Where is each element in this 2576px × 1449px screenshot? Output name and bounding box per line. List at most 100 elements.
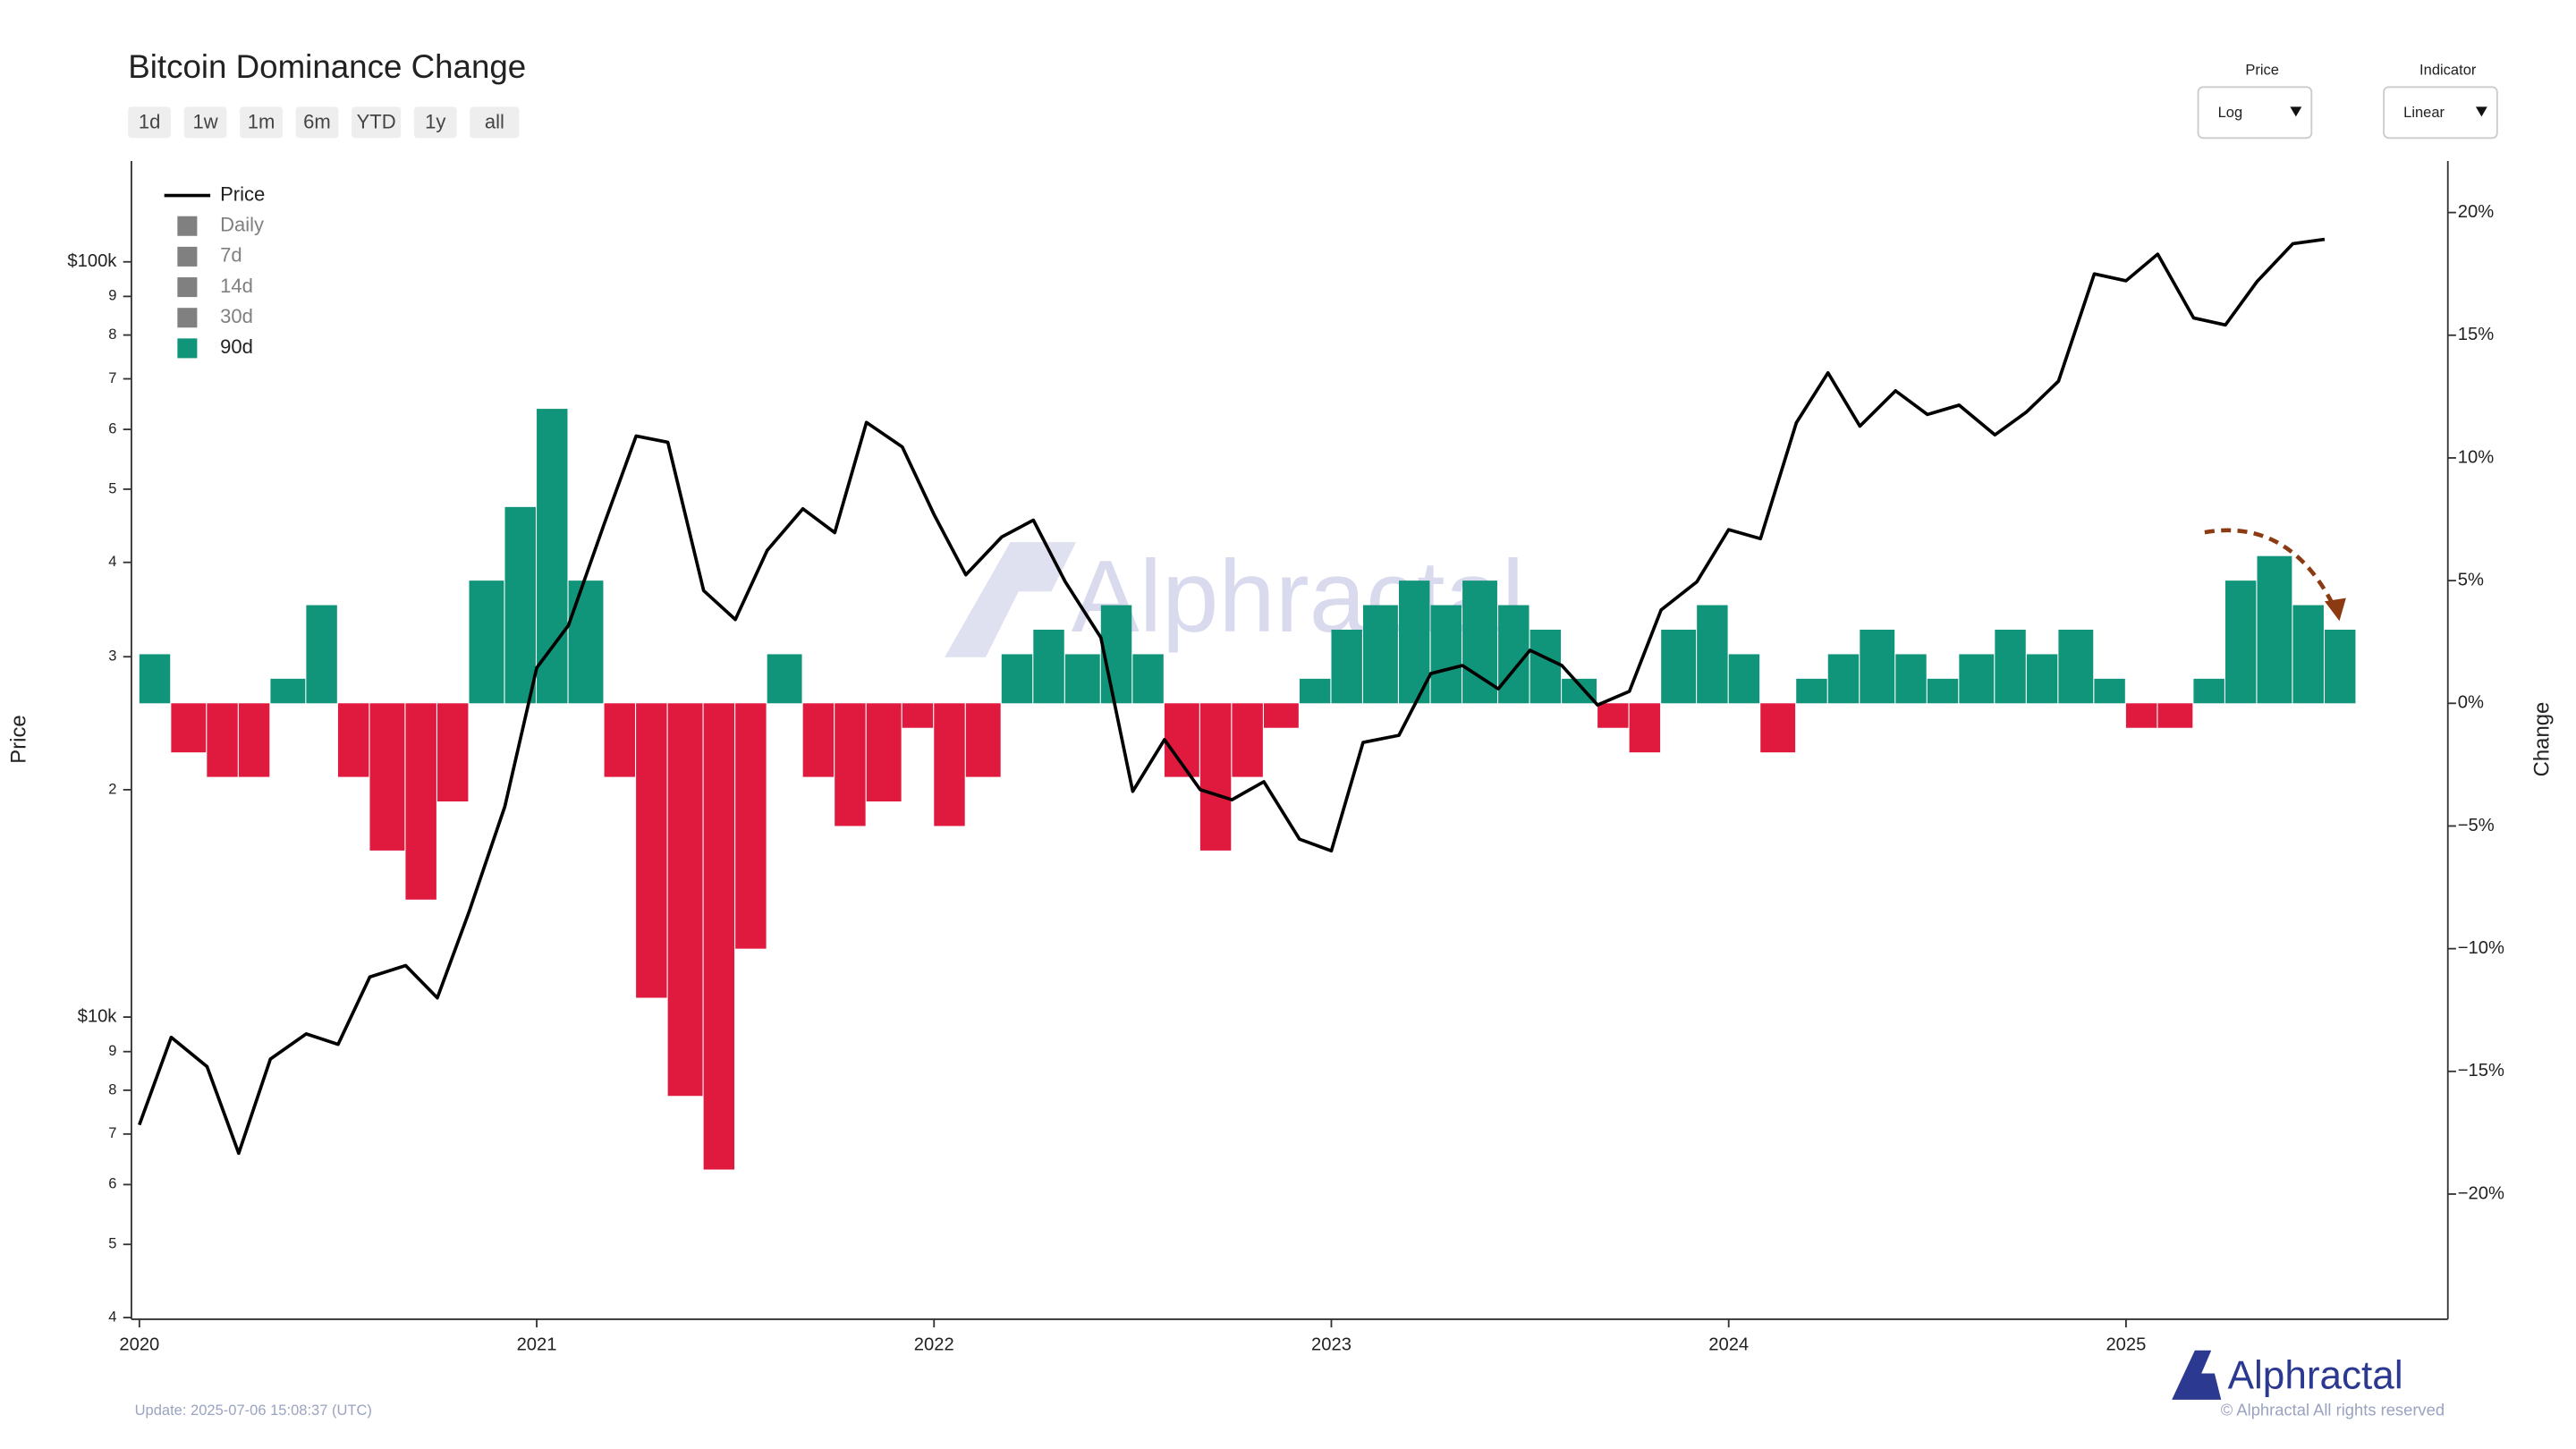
bar bbox=[337, 703, 369, 777]
y-tick-label: 2 bbox=[108, 780, 116, 797]
legend-swatch bbox=[177, 246, 198, 267]
bar bbox=[1959, 654, 1995, 704]
selector-caret bbox=[2475, 106, 2487, 117]
range-button-label[interactable]: YTD bbox=[357, 111, 396, 133]
legend-label[interactable]: 7d bbox=[220, 244, 242, 267]
legend-label[interactable]: Daily bbox=[220, 214, 264, 236]
bar bbox=[2094, 678, 2125, 704]
bar bbox=[667, 703, 703, 1097]
bar bbox=[1728, 654, 1760, 704]
x-tick-label: 2025 bbox=[2106, 1335, 2146, 1355]
range-button-label[interactable]: 1m bbox=[248, 111, 275, 133]
bar bbox=[735, 703, 767, 949]
y2-tick-label: −10% bbox=[2458, 938, 2504, 958]
selector-box[interactable] bbox=[2197, 86, 2313, 140]
controls: 1d 1w 1m 6m YTD 1y all Price Log Indicator Linear bbox=[128, 61, 2498, 140]
bar bbox=[469, 580, 504, 704]
bar bbox=[270, 678, 306, 704]
y-tick-label: 4 bbox=[108, 553, 116, 570]
selector-value[interactable]: Log bbox=[2218, 104, 2243, 121]
bar bbox=[1299, 678, 1331, 704]
bar bbox=[2125, 703, 2157, 728]
selector-caret bbox=[2290, 106, 2302, 117]
range-button-label[interactable]: all bbox=[485, 111, 504, 133]
y2-axis-label: Change bbox=[2530, 702, 2555, 777]
legend-label[interactable]: 14d bbox=[220, 275, 253, 297]
annotation-arrow bbox=[2204, 528, 2338, 613]
bar bbox=[2292, 605, 2324, 704]
range-button[interactable] bbox=[352, 106, 402, 139]
bar bbox=[1331, 629, 1362, 704]
y-tick-label: 4 bbox=[108, 1308, 116, 1325]
bar bbox=[1033, 629, 1064, 704]
bar bbox=[2026, 654, 2058, 704]
bar bbox=[703, 703, 735, 1170]
bar bbox=[1199, 703, 1232, 851]
bar bbox=[1597, 703, 1629, 728]
legend-swatch bbox=[177, 338, 198, 359]
range-button[interactable] bbox=[295, 106, 339, 139]
x-tick-label: 2024 bbox=[1708, 1335, 1749, 1355]
bar bbox=[1363, 605, 1398, 704]
selector-label: Indicator bbox=[2419, 61, 2477, 78]
bar bbox=[537, 409, 568, 704]
y-tick-label: 5 bbox=[108, 1235, 116, 1252]
y-tick-label: 6 bbox=[108, 419, 116, 436]
y-axis-label: Price bbox=[6, 715, 30, 763]
y-tick-label: $10k bbox=[78, 1006, 118, 1026]
bar bbox=[1697, 605, 1728, 704]
range-button-label[interactable]: 6m bbox=[303, 111, 331, 133]
plot: Alphractal 456789$10k23456789$100k−20%−1… bbox=[67, 161, 2504, 1355]
bar bbox=[139, 654, 171, 704]
legend-label[interactable]: 90d bbox=[220, 335, 253, 358]
y2-tick-label: 5% bbox=[2458, 570, 2484, 589]
range-button[interactable] bbox=[413, 106, 457, 139]
y2-tick-label: 20% bbox=[2458, 202, 2494, 222]
range-button[interactable] bbox=[240, 106, 283, 139]
legend-swatch bbox=[177, 308, 198, 328]
bar bbox=[802, 703, 835, 777]
bar bbox=[1001, 654, 1033, 704]
y-tick-label: 7 bbox=[108, 1124, 116, 1141]
bar bbox=[902, 703, 934, 728]
y2-tick-label: −15% bbox=[2458, 1061, 2504, 1080]
range-button-label[interactable]: 1w bbox=[193, 111, 218, 133]
annotation-arrowhead bbox=[2324, 597, 2346, 622]
bar bbox=[1530, 629, 1562, 704]
selector-value[interactable]: Linear bbox=[2403, 104, 2445, 121]
bar bbox=[934, 703, 965, 826]
range-button[interactable] bbox=[183, 106, 227, 139]
bar bbox=[2157, 703, 2193, 728]
bar bbox=[369, 703, 405, 851]
bar bbox=[1263, 703, 1299, 728]
range-button-label[interactable]: 1d bbox=[139, 111, 161, 133]
bar bbox=[1100, 605, 1132, 704]
x-tick-label: 2021 bbox=[517, 1335, 557, 1355]
bar bbox=[2257, 555, 2292, 704]
bar bbox=[207, 703, 238, 777]
logo-text: Alphractal bbox=[2228, 1354, 2403, 1398]
bar bbox=[238, 703, 270, 777]
range-button-label[interactable]: 1y bbox=[425, 111, 445, 133]
bar bbox=[866, 703, 902, 802]
bar bbox=[171, 703, 207, 753]
y-tick-label: 9 bbox=[108, 1042, 116, 1059]
bar bbox=[1860, 629, 1895, 704]
x-tick-label: 2023 bbox=[1311, 1335, 1352, 1355]
bar bbox=[1430, 605, 1462, 704]
legend-label[interactable]: 30d bbox=[220, 305, 253, 327]
bar bbox=[436, 703, 469, 802]
y2-tick-label: 10% bbox=[2458, 447, 2494, 467]
bar bbox=[2058, 629, 2094, 704]
range-button[interactable] bbox=[470, 106, 520, 139]
y-tick-label: 8 bbox=[108, 326, 116, 343]
range-button[interactable] bbox=[128, 106, 172, 139]
bar bbox=[306, 605, 337, 704]
y2-tick-label: 15% bbox=[2458, 325, 2494, 344]
legend-label[interactable]: Price bbox=[220, 182, 265, 205]
selector-box[interactable] bbox=[2383, 86, 2498, 140]
x-tick-label: 2022 bbox=[914, 1335, 954, 1355]
y2-tick-label: −20% bbox=[2458, 1183, 2504, 1203]
